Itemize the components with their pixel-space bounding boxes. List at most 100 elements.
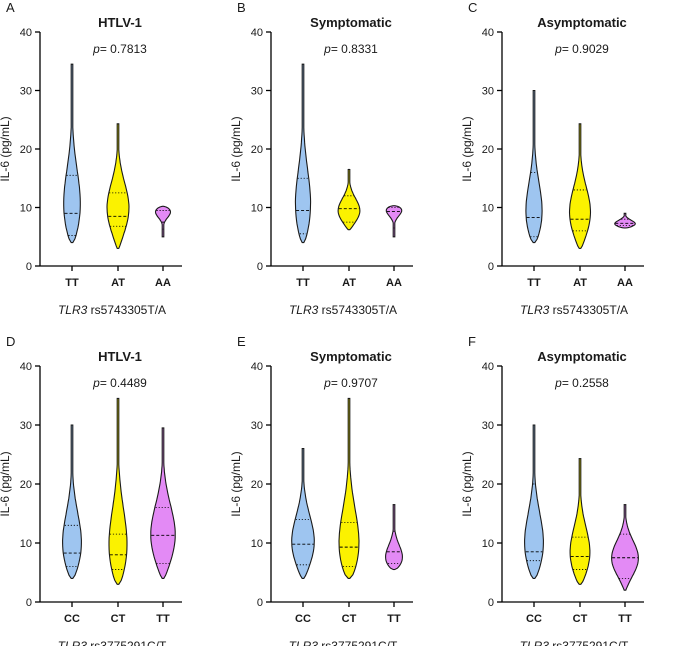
snp-id: rs5743305T/A bbox=[318, 303, 397, 317]
p-number: = 0.8331 bbox=[331, 42, 378, 56]
y-tick-label: 20 bbox=[20, 144, 32, 156]
violin-tt bbox=[385, 504, 403, 571]
category-label: AT bbox=[573, 277, 587, 289]
y-tick-label: 10 bbox=[251, 203, 263, 215]
violin-cc bbox=[62, 424, 82, 579]
panel-d: D HTLV-1 p= 0.4489 0 10 20 30 40 IL-6 (pg/mL) TLR… bbox=[0, 334, 182, 646]
panel-title: Symptomatic bbox=[310, 349, 392, 364]
p-number: = 0.9707 bbox=[331, 376, 378, 390]
p-symbol: p bbox=[323, 376, 331, 390]
x-axis-label: TLR3 rs3775291C/T bbox=[289, 639, 398, 646]
y-tick-label: 10 bbox=[482, 203, 494, 215]
category-label: AT bbox=[342, 277, 356, 289]
y-tick-label: 10 bbox=[251, 538, 263, 550]
gene-name: TLR3 bbox=[289, 639, 319, 646]
violin-aa bbox=[154, 205, 172, 238]
violin-at bbox=[568, 123, 592, 250]
p-number: = 0.4489 bbox=[100, 376, 147, 390]
y-tick-label: 40 bbox=[482, 27, 494, 39]
y-tick-label: 10 bbox=[20, 538, 32, 550]
panel-title: Symptomatic bbox=[310, 15, 392, 30]
y-tick-label: 20 bbox=[482, 144, 494, 156]
category-label: CC bbox=[526, 613, 542, 625]
y-tick-label: 20 bbox=[20, 479, 32, 491]
p-value: p= 0.9707 bbox=[323, 376, 378, 390]
y-tick-label: 0 bbox=[257, 261, 263, 273]
y-tick-label: 30 bbox=[20, 420, 32, 432]
category-label: TT bbox=[296, 277, 310, 289]
panel-title: Asymptomatic bbox=[537, 15, 627, 30]
panel-f: F Asymptomatic p= 0.2558 0 10 20 30 40 IL-6 (pg/… bbox=[460, 334, 644, 646]
p-number: = 0.2558 bbox=[562, 376, 609, 390]
violin-at bbox=[337, 168, 361, 231]
violin-tt bbox=[63, 63, 81, 244]
panel-c: C Asymptomatic p= 0.9029 0 10 20 30 40 IL-6 (pg/… bbox=[460, 0, 644, 317]
p-number: = 0.9029 bbox=[562, 42, 609, 56]
violin-tt bbox=[611, 504, 639, 591]
y-tick-label: 20 bbox=[251, 479, 263, 491]
panel-title: HTLV-1 bbox=[98, 15, 142, 30]
y-tick-label: 10 bbox=[20, 203, 32, 215]
p-value: p= 0.9029 bbox=[554, 42, 609, 56]
p-value: p= 0.4489 bbox=[92, 376, 147, 390]
violin-cc bbox=[291, 448, 315, 579]
panel-title: Asymptomatic bbox=[537, 349, 627, 364]
gene-name: TLR3 bbox=[520, 303, 550, 317]
x-axis-label: TLR3 rs3775291C/T bbox=[520, 639, 629, 646]
p-number: = 0.7813 bbox=[100, 42, 147, 56]
category-label: TT bbox=[65, 277, 79, 289]
violin-ct bbox=[108, 397, 128, 585]
y-axis-label: IL-6 (pg/mL) bbox=[0, 116, 12, 181]
p-value: p= 0.2558 bbox=[554, 376, 609, 390]
snp-id: rs3775291C/T bbox=[549, 639, 629, 646]
panel-letter: D bbox=[6, 334, 15, 349]
snp-id: rs5743305T/A bbox=[549, 303, 628, 317]
y-tick-label: 0 bbox=[488, 261, 494, 273]
category-label: TT bbox=[618, 613, 632, 625]
p-symbol: p bbox=[554, 376, 562, 390]
violin-cc bbox=[524, 424, 544, 579]
gene-name: TLR3 bbox=[520, 639, 550, 646]
category-label: TT bbox=[527, 277, 541, 289]
x-axis-label: TLR3 rs5743305T/A bbox=[58, 303, 166, 317]
violin-tt bbox=[525, 89, 543, 244]
violin-ct bbox=[569, 458, 591, 585]
y-tick-label: 40 bbox=[251, 361, 263, 373]
violin-tt bbox=[294, 63, 312, 244]
violin-ct bbox=[338, 397, 360, 579]
y-axis-label: IL-6 (pg/mL) bbox=[460, 116, 474, 181]
snp-id: rs3775291C/T bbox=[318, 639, 398, 646]
y-tick-label: 30 bbox=[482, 86, 494, 98]
p-symbol: p bbox=[92, 42, 100, 56]
x-axis-label: TLR3 rs5743305T/A bbox=[289, 303, 397, 317]
panel-letter: A bbox=[6, 0, 15, 15]
category-label: CC bbox=[64, 613, 80, 625]
y-tick-label: 0 bbox=[26, 261, 32, 273]
category-label: CT bbox=[573, 613, 588, 625]
gene-name: TLR3 bbox=[289, 303, 319, 317]
y-tick-label: 20 bbox=[251, 144, 263, 156]
panel-title: HTLV-1 bbox=[98, 349, 142, 364]
p-symbol: p bbox=[554, 42, 562, 56]
y-tick-label: 30 bbox=[251, 420, 263, 432]
y-tick-label: 10 bbox=[482, 538, 494, 550]
snp-id: rs3775291C/T bbox=[87, 639, 167, 646]
p-symbol: p bbox=[323, 42, 331, 56]
snp-id: rs5743305T/A bbox=[87, 303, 166, 317]
category-label: CT bbox=[342, 613, 357, 625]
y-tick-label: 40 bbox=[251, 27, 263, 39]
panel-letter: E bbox=[237, 334, 246, 349]
y-tick-label: 40 bbox=[20, 361, 32, 373]
panel-b: B Symptomatic p= 0.8331 0 10 20 30 40 IL-6 (pg/m… bbox=[229, 0, 413, 317]
y-tick-label: 0 bbox=[26, 597, 32, 609]
violin-aa bbox=[385, 205, 403, 238]
violin-at bbox=[106, 123, 130, 250]
category-label: AT bbox=[111, 277, 125, 289]
panel-e: E Symptomatic p= 0.9707 0 10 20 30 40 IL-6 (pg/m… bbox=[229, 334, 413, 646]
y-tick-label: 20 bbox=[482, 479, 494, 491]
category-label: AA bbox=[155, 277, 171, 289]
p-value: p= 0.7813 bbox=[92, 42, 147, 56]
category-label: CT bbox=[111, 613, 126, 625]
category-label: TT bbox=[156, 613, 170, 625]
